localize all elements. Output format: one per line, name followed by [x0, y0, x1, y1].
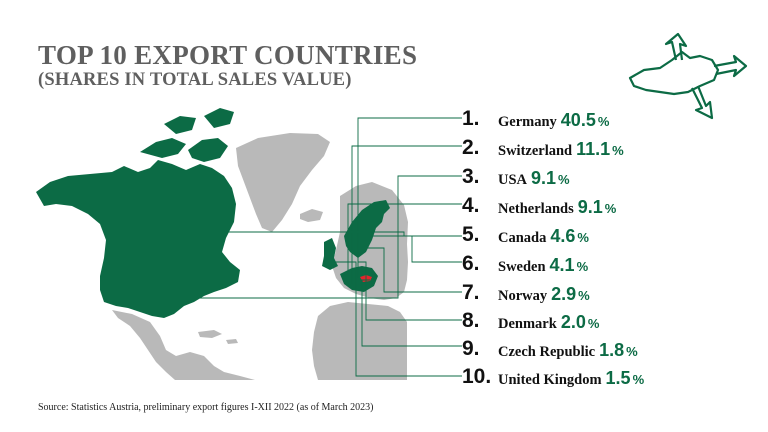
chart-subtitle: (SHARES IN TOTAL SALES VALUE): [38, 70, 352, 90]
north-america-land: [36, 160, 240, 318]
country-name: United Kingdom: [498, 372, 602, 388]
rank-number: 10.: [462, 365, 492, 388]
leader-switzerland: [351, 145, 462, 284]
ranking-row: Canada 4.6%: [498, 227, 589, 246]
share-value: 1.5: [605, 368, 631, 388]
share-value: 2.9: [551, 284, 577, 304]
source-note: Source: Statistics Austria, preliminary …: [38, 402, 374, 413]
greenland-land: [236, 133, 330, 232]
share-value: 11.1: [576, 139, 611, 159]
africa-land: [312, 302, 407, 380]
leader-lines: [176, 117, 462, 377]
country-name: Norway: [498, 288, 548, 304]
ranking-row: Czech Republic 1.8%: [498, 341, 638, 360]
percent-sign: %: [558, 172, 570, 187]
austria-arrows-logo-icon: [628, 32, 748, 120]
leader-denmark: [358, 261, 462, 321]
latin-america-land: [112, 310, 255, 380]
leader-usa: [190, 175, 462, 299]
percent-sign: %: [587, 316, 600, 331]
caribbean-islands: [198, 330, 238, 344]
ranking-row: Denmark 2.0%: [498, 313, 599, 332]
continental-export-land: [340, 266, 378, 292]
leader-norway: [362, 247, 462, 293]
country-name: Sweden: [498, 259, 546, 275]
rank-number: 1.: [462, 107, 480, 130]
share-value: 1.8: [599, 340, 625, 360]
country-name: Switzerland: [498, 143, 573, 159]
rank-number: 7.: [462, 281, 480, 304]
country-name: USA: [498, 172, 528, 188]
arctic-islands-land: [140, 108, 234, 162]
rank-number: 3.: [462, 165, 480, 188]
country-name: Canada: [498, 230, 547, 246]
ranking-row: United Kingdom 1.5%: [498, 369, 644, 388]
leader-united-kingdom: [330, 261, 462, 377]
percent-sign: %: [577, 230, 589, 245]
share-value: 9.1: [577, 197, 603, 217]
chart-title: TOP 10 EXPORT COUNTRIES: [38, 40, 418, 70]
rank-number: 4.: [462, 194, 480, 217]
leader-sweden: [370, 235, 462, 263]
country-name: Czech Republic: [498, 344, 596, 360]
percent-sign: %: [612, 143, 624, 158]
share-value: 4.6: [550, 226, 576, 246]
ranking-row: Norway 2.9%: [498, 285, 590, 304]
percent-sign: %: [576, 259, 589, 274]
rank-number: 6.: [462, 252, 480, 275]
share-value: 40.5: [560, 110, 596, 130]
percent-sign: %: [578, 288, 590, 303]
ranking-row: USA 9.1%: [498, 169, 570, 188]
ranking-row: Netherlands 9.1%: [498, 198, 616, 217]
percent-sign: %: [626, 344, 638, 359]
iceland-land: [300, 209, 323, 222]
country-name: Germany: [498, 114, 557, 130]
percent-sign: %: [632, 372, 645, 387]
scandinavia-land: [344, 200, 390, 258]
ranking-row: Sweden 4.1%: [498, 256, 588, 275]
share-value: 4.1: [549, 255, 575, 275]
ranking-row: Germany 40.5%: [498, 111, 609, 130]
share-value: 9.1: [531, 168, 557, 188]
rank-number: 5.: [462, 223, 480, 246]
country-name: Netherlands: [498, 201, 574, 217]
ranking-row: Switzerland 11.1%: [498, 140, 624, 159]
rank-number: 8.: [462, 309, 480, 332]
share-value: 2.0: [560, 312, 586, 332]
rank-number: 9.: [462, 337, 480, 360]
country-name: Denmark: [498, 316, 557, 332]
percent-sign: %: [597, 114, 610, 129]
leader-germany: [357, 117, 462, 278]
rank-number: 2.: [462, 136, 480, 159]
leader-czech-republic: [361, 279, 462, 347]
leader-netherlands: [347, 203, 462, 274]
percent-sign: %: [604, 201, 617, 216]
leader-canada: [176, 231, 462, 237]
